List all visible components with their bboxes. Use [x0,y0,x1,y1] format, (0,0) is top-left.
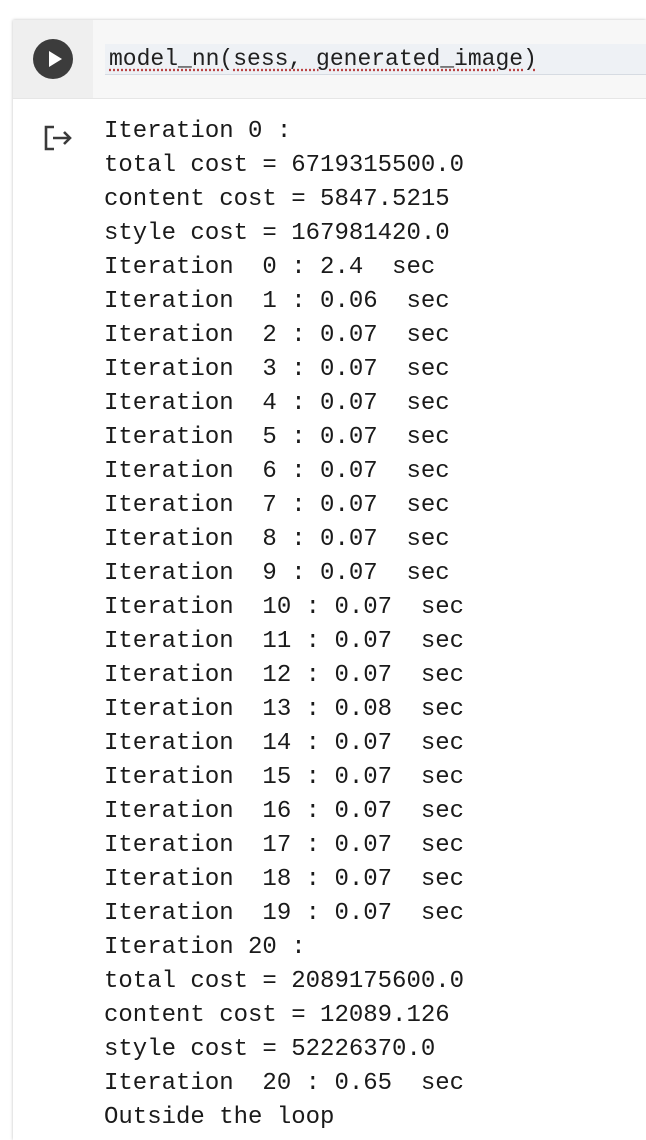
output-line: Iteration 20 : [104,934,306,961]
output-line: total cost = 6719315500.0 [104,152,465,179]
code-source: model_nn(sess, generated_image) [109,46,537,72]
output-line: style cost = 52226370.0 [104,1036,436,1063]
output-line: total cost = 2089175600.0 [104,968,465,995]
output-line: Iteration 8 : 0.07 sec [104,526,450,553]
play-icon [49,51,62,67]
output-line: Iteration 7 : 0.07 sec [104,492,450,519]
output-line: style cost = 167981420.0 [104,220,450,247]
output-line: Iteration 9 : 0.07 sec [104,560,450,587]
output-line: Iteration 14 : 0.07 sec [104,730,465,757]
output-line: Iteration 4 : 0.07 sec [104,390,450,417]
output-arrow-icon[interactable] [43,124,75,152]
output-line: Iteration 1 : 0.06 sec [104,288,450,315]
output-line: Iteration 10 : 0.07 sec [104,594,465,621]
output-line: Iteration 11 : 0.07 sec [104,628,465,655]
output-line: Iteration 20 : 0.65 sec [104,1070,465,1097]
code-cell-input: model_nn(sess, generated_image) [13,20,646,99]
output-line: Iteration 12 : 0.07 sec [104,662,465,689]
output-line: Iteration 0 : [104,118,292,145]
run-cell-button[interactable] [33,39,73,79]
output-line: Iteration 16 : 0.07 sec [104,798,465,825]
output-line: Outside the loop [104,1104,335,1131]
output-line: Iteration 0 : 2.4 sec [104,254,436,281]
output-line: Iteration 19 : 0.07 sec [104,900,465,927]
output-line: Iteration 18 : 0.07 sec [104,866,465,893]
cell-output: Iteration 0 : total cost = 6719315500.0 co… [104,115,464,1135]
output-line: Iteration 6 : 0.07 sec [104,458,450,485]
code-cell[interactable]: model_nn(sess, generated_image) Iteratio… [13,20,646,1140]
output-line: Iteration 17 : 0.07 sec [104,832,465,859]
code-editor[interactable]: model_nn(sess, generated_image) [105,44,646,75]
output-line: Iteration 2 : 0.07 sec [104,322,450,349]
output-line: Iteration 15 : 0.07 sec [104,764,465,791]
output-line: Iteration 13 : 0.08 sec [104,696,465,723]
output-line: content cost = 12089.126 [104,1002,450,1029]
cell-gutter [13,20,93,98]
output-line: content cost = 5847.5215 [104,186,450,213]
output-line: Iteration 5 : 0.07 sec [104,424,450,451]
output-line: Iteration 3 : 0.07 sec [104,356,450,383]
